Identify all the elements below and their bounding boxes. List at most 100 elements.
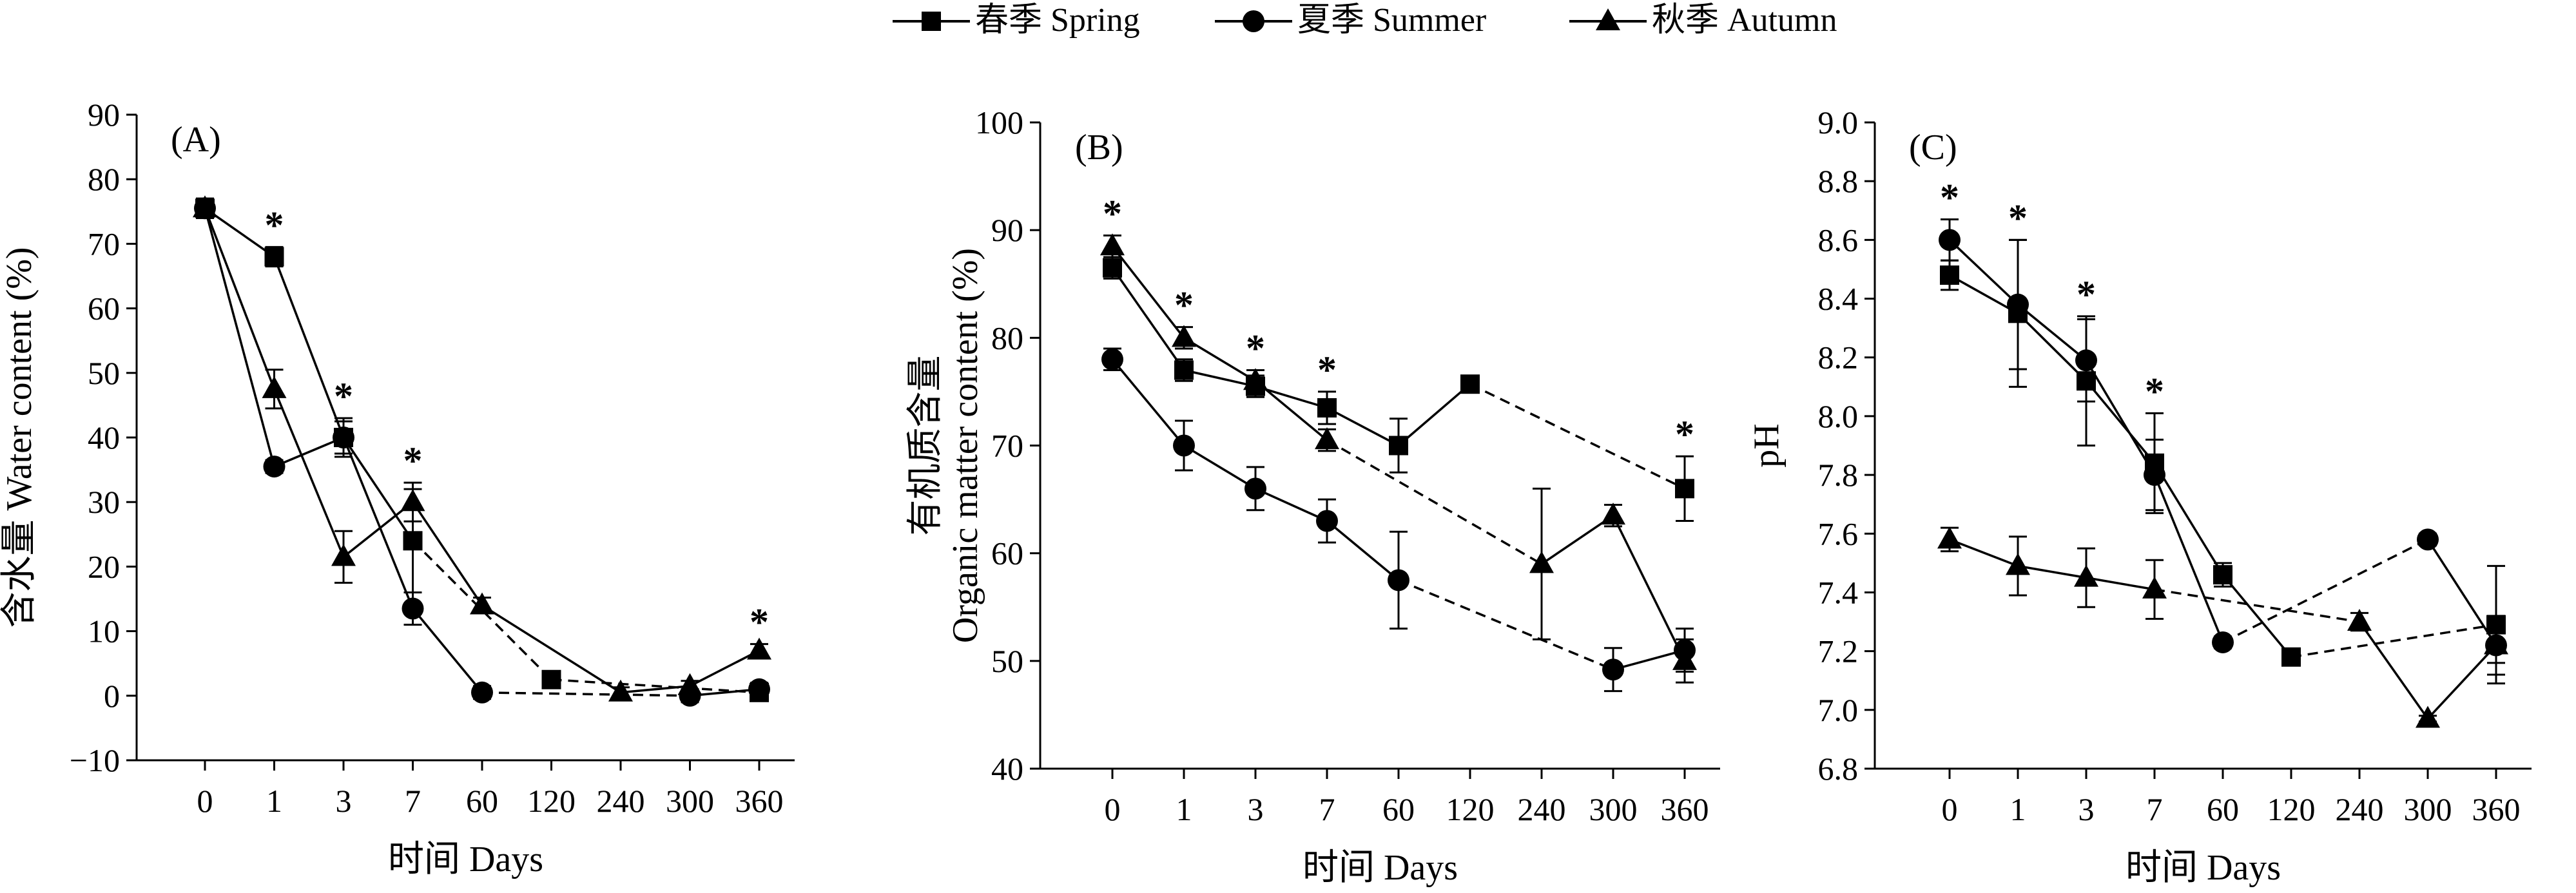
series-line-segment (2085, 380, 2156, 464)
series-line-segment (1612, 515, 1686, 662)
series-line-segment (204, 207, 276, 467)
data-point (2484, 632, 2508, 655)
series-line-segment (1255, 487, 1328, 523)
legend-label: 春季 Spring (975, 2, 1140, 39)
y-tick-label: 10 (88, 613, 120, 649)
series-line-segment (1326, 407, 1399, 447)
data-point (1529, 551, 1554, 573)
legend-marker (1243, 10, 1264, 32)
data-point (1174, 360, 1194, 380)
x-tick-label: 360 (735, 783, 784, 819)
series-line-segment (1183, 445, 1256, 490)
series-line-segment (1326, 439, 1542, 565)
significance-marker: * (2008, 197, 2028, 239)
data-point (1243, 368, 1268, 390)
series-line-segment (412, 501, 483, 606)
data-point (1672, 648, 1697, 670)
panel-a: 90 80 70 60 50 40 30 20 10 0 −10 0 1 3 7 60 120 240 300 360… (0, 97, 795, 879)
y-tick-label: 8.6 (1818, 222, 1859, 258)
legend-marker (922, 12, 941, 31)
series-line-segment (1183, 336, 1256, 382)
y-tick-label: 70 (88, 226, 120, 262)
legend-item: 秋季 Autumn (1569, 2, 1837, 39)
x-tick-label: 120 (2267, 791, 2316, 827)
x-tick-label: 360 (2472, 791, 2521, 827)
series-line-segment (2017, 312, 2087, 382)
significance-marker: * (2077, 273, 2096, 316)
data-point (263, 456, 286, 478)
data-point (677, 673, 702, 695)
data-point (1317, 398, 1337, 418)
x-tick-label: 0 (197, 783, 213, 819)
y-tick-label: 30 (88, 484, 120, 520)
significance-marker: * (1940, 176, 1959, 218)
x-tick-label: 0 (1942, 791, 1958, 827)
y-tick-label: 60 (991, 535, 1023, 571)
series-line-segment (412, 608, 483, 693)
series-line-segment (620, 685, 690, 694)
legend-item: 夏季 Summer (1215, 2, 1486, 39)
y-tick-label: 40 (991, 751, 1023, 787)
series-line-segment (273, 436, 344, 468)
data-point (2075, 349, 2097, 372)
y-tick-label: 8.8 (1818, 163, 1859, 199)
x-axis-title: 时间 Days (388, 840, 543, 879)
series-line-segment (342, 437, 414, 610)
x-tick-label: 7 (2147, 791, 2163, 827)
data-point (403, 531, 423, 551)
legend-item: 春季 Spring (893, 2, 1140, 39)
series-line-segment (1111, 358, 1185, 446)
significance-marker: * (750, 601, 769, 644)
significance-marker: * (265, 204, 284, 246)
data-point (262, 376, 287, 398)
x-tick-label: 7 (405, 783, 421, 819)
y-tick-label: 9.0 (1818, 104, 1859, 140)
data-point (747, 637, 771, 660)
panel-label: (A) (171, 120, 221, 160)
data-point (2144, 464, 2165, 486)
significance-marker: * (1317, 349, 1337, 391)
data-point (2074, 564, 2098, 587)
data-point (1675, 479, 1694, 499)
data-point (1460, 374, 1480, 394)
series-line-segment (1397, 383, 1471, 446)
data-point (1940, 265, 1959, 285)
y-tick-label: 8.0 (1818, 398, 1859, 434)
y-tick-label: 80 (991, 320, 1023, 356)
legend-label: 秋季 Autumn (1652, 2, 1837, 39)
data-point (2416, 706, 2440, 728)
series-triangle (193, 195, 771, 702)
series-line-segment (1111, 267, 1185, 371)
series-line-segment (551, 678, 760, 694)
x-tick-label: 240 (597, 783, 645, 819)
y-tick-label: 7.8 (1818, 457, 1859, 493)
y-tick-label: 80 (88, 161, 120, 197)
series-line-segment (2290, 623, 2497, 658)
data-point (402, 597, 424, 620)
y-axis-title: 含水量 Water content (%) (0, 247, 39, 628)
data-point (2007, 293, 2029, 316)
data-point (1173, 434, 1195, 457)
significance-marker: * (1103, 193, 1122, 235)
data-point (2347, 609, 2372, 631)
x-tick-label: 7 (1319, 791, 1335, 827)
data-point (1101, 348, 1123, 370)
x-tick-label: 300 (2404, 791, 2452, 827)
significance-marker: * (2145, 370, 2164, 412)
y-tick-label: 7.6 (1818, 515, 1859, 552)
data-point (1388, 569, 1409, 591)
series-circle (1939, 218, 2507, 676)
series-line-segment (342, 501, 414, 558)
panel-b: 100 90 80 70 60 50 40 0 1 3 7 60 120 240 300 360 时间 Days… (905, 104, 1720, 888)
series-line-segment (1469, 383, 1685, 490)
y-tick-label: 90 (991, 212, 1023, 248)
series-line-segment (2358, 621, 2429, 720)
data-point (2212, 631, 2234, 653)
y-tick-label: 7.4 (1818, 574, 1859, 610)
data-point (1602, 658, 1624, 681)
series-line-segment (2426, 644, 2497, 720)
y-tick-label: 7.0 (1818, 692, 1859, 728)
series-line-segment (1948, 239, 2019, 305)
